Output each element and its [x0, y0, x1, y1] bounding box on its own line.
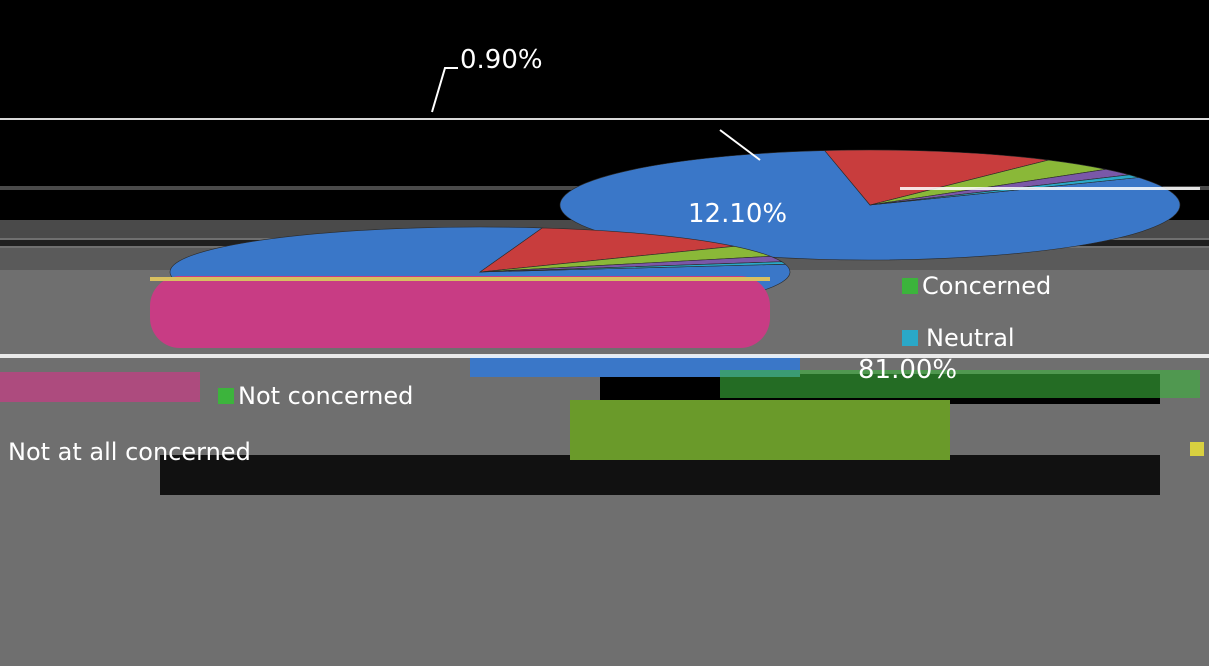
pie-slice-concerned: [478, 227, 735, 273]
pie-slice-concerned: [824, 149, 1049, 206]
white-tear-2: [0, 118, 1209, 120]
legend-label-not-at-all: Not at all concerned: [8, 438, 251, 466]
legend-swatch-neutral: [902, 330, 918, 346]
left-magenta-slab: [0, 372, 200, 402]
value-label-mid: 12.10%: [688, 199, 787, 229]
legend-swatch-stray: [1190, 442, 1204, 456]
leader-line-mid: [719, 129, 761, 161]
value-label-big: 81.00%: [858, 355, 957, 385]
legend: Concerned Neutral Not concerned Not at a…: [8, 272, 1204, 466]
legend-label-not-concerned: Not concerned: [238, 382, 413, 410]
leader-lines: [431, 67, 761, 161]
pie-chart-top: [559, 149, 1181, 261]
green-slab: [720, 370, 1200, 398]
legend-label-concerned: Concerned: [922, 272, 1051, 300]
white-tear-3: [900, 187, 1200, 190]
slab-highlight: [150, 277, 770, 281]
value-label-top: 0.90%: [460, 45, 543, 75]
leader-line-top: [431, 67, 458, 113]
magenta-slab: [150, 276, 770, 348]
legend-swatch-concerned: [902, 278, 918, 294]
olive-slab: [570, 400, 950, 460]
pie-slice-not-at-all-concerned: [479, 261, 787, 273]
white-tear-1: [0, 354, 1209, 358]
blue-slab: [470, 355, 800, 377]
legend-label-neutral: Neutral: [926, 324, 1015, 352]
legend-swatch-not-concerned: [218, 388, 234, 404]
glitch-slabs: [0, 118, 1209, 460]
value-labels: 0.90% 12.10% 81.00%: [460, 45, 957, 385]
